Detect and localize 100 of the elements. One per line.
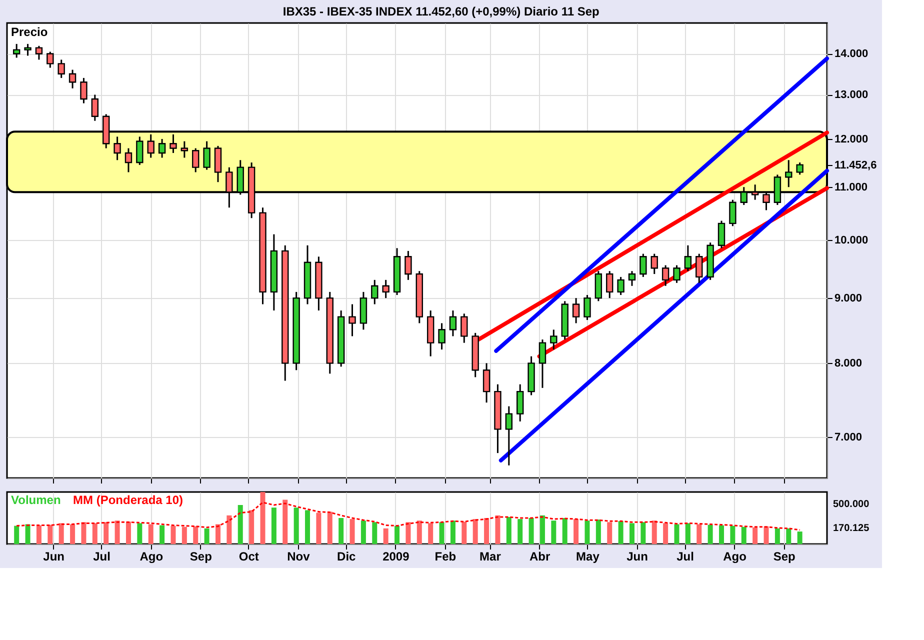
bar <box>764 526 769 544</box>
candlestick <box>572 297 580 324</box>
bar <box>92 523 98 544</box>
candlestick <box>584 294 591 321</box>
bar <box>249 510 254 544</box>
x-tick-label: Sep <box>773 550 796 564</box>
candlestick <box>91 94 99 122</box>
y-tick-label: 14.000 <box>834 48 868 60</box>
bar <box>338 518 344 544</box>
candlestick <box>718 220 726 249</box>
bar <box>316 512 322 544</box>
candlestick <box>382 279 390 299</box>
text: 170.125 <box>833 523 870 534</box>
bar <box>741 526 746 544</box>
bar <box>450 520 456 544</box>
y-tick-label: 8.000 <box>834 358 862 370</box>
bar <box>495 515 500 544</box>
bar <box>416 520 422 544</box>
candlestick <box>170 134 177 154</box>
bar <box>472 519 478 544</box>
candlestick <box>606 270 614 299</box>
candlestick <box>796 162 804 176</box>
candlestick <box>348 303 356 337</box>
bar <box>14 526 20 544</box>
bar <box>528 518 534 544</box>
bar <box>518 519 523 544</box>
bar <box>652 520 657 544</box>
bar <box>260 492 266 544</box>
y-tick-label: 9.000 <box>834 292 862 305</box>
bar <box>81 522 86 544</box>
bar <box>170 526 176 544</box>
x-tick-label: Sep <box>190 550 212 564</box>
bar <box>114 520 120 544</box>
candlestick <box>449 310 457 337</box>
candlestick <box>673 264 680 284</box>
candlestick <box>80 77 88 104</box>
candlestick <box>684 244 692 272</box>
text: 500.000 <box>833 499 870 510</box>
y-tick-label: 7.000 <box>834 432 862 444</box>
bar <box>204 528 210 544</box>
bar <box>640 522 646 544</box>
bar <box>584 520 590 544</box>
bar <box>786 528 792 544</box>
bar <box>327 512 332 544</box>
bar <box>752 527 758 544</box>
y-axis-title: Precio <box>11 25 48 39</box>
x-tick-label: Mar <box>480 550 502 564</box>
bar <box>797 532 802 544</box>
x-tick-label: Feb <box>434 550 456 564</box>
candlestick <box>640 253 647 278</box>
bar <box>708 524 713 544</box>
bar <box>148 524 154 544</box>
candlestick <box>505 406 513 466</box>
candlestick <box>147 134 154 158</box>
bar <box>596 520 601 544</box>
y-tick-label: 11.000 <box>834 182 868 194</box>
candlestick <box>158 138 166 158</box>
x-tick-label: May <box>576 550 600 564</box>
x-tick-label: 2009 <box>382 550 410 564</box>
y-tick-label: 10.000 <box>834 234 868 246</box>
bar <box>137 523 142 544</box>
bar <box>215 524 220 544</box>
bar <box>428 523 434 544</box>
candlestick <box>192 148 200 173</box>
candlestick <box>516 384 524 422</box>
candlestick <box>24 43 32 56</box>
x-tick-label: Ago <box>140 550 164 564</box>
bar <box>618 521 624 544</box>
bar <box>607 522 612 544</box>
candlestick <box>203 140 210 171</box>
x-tick-label: Nov <box>287 550 310 564</box>
candlestick <box>617 276 624 296</box>
bar <box>629 523 634 544</box>
series-label: Volumen <box>11 493 61 507</box>
bar <box>696 524 702 544</box>
bar <box>104 522 109 544</box>
bar <box>305 510 310 544</box>
x-tick-label: Jul <box>676 550 694 564</box>
bar <box>238 505 243 544</box>
bar <box>58 523 64 544</box>
bar <box>226 515 232 544</box>
chart-title: IBX35 - IBEX-35 INDEX 11.452,60 (+0,99%) Diario 11 Sep <box>282 4 600 18</box>
candlestick <box>785 159 792 188</box>
candlestick <box>46 51 54 68</box>
bar <box>126 522 131 544</box>
bar <box>674 524 680 544</box>
bar <box>394 526 400 544</box>
candlestick <box>68 69 76 90</box>
x-tick-label: Abr <box>529 550 550 564</box>
x-tick-label: Jun <box>43 550 65 564</box>
bar <box>462 522 467 544</box>
bar <box>663 523 668 544</box>
bar <box>484 518 490 544</box>
bar <box>551 520 556 544</box>
candlestick <box>114 136 121 161</box>
candlestick <box>696 253 703 284</box>
candlestick <box>136 136 144 166</box>
candlestick <box>124 148 132 173</box>
bar <box>70 524 76 544</box>
y-tick-label: 12.000 <box>834 133 868 146</box>
